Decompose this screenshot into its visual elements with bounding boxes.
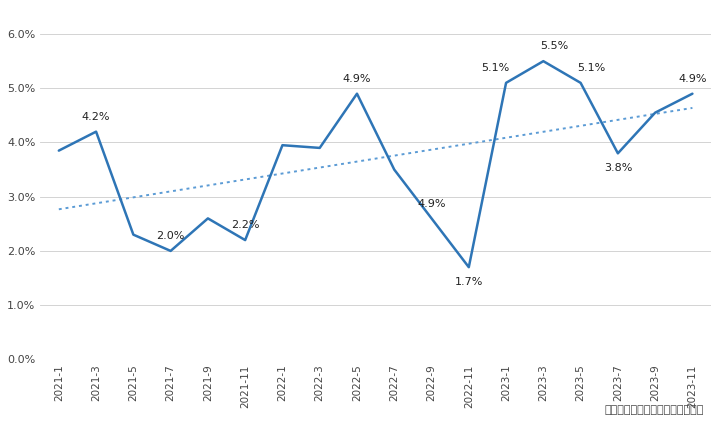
Text: 1.7%: 1.7% [454, 277, 483, 287]
Text: 数据来源：中国工程机械工业协会: 数据来源：中国工程机械工业协会 [605, 404, 704, 415]
Text: 4.9%: 4.9% [417, 199, 446, 209]
Text: 4.9%: 4.9% [342, 74, 371, 84]
Text: 4.2%: 4.2% [82, 112, 111, 122]
Text: 4.9%: 4.9% [679, 74, 707, 84]
Text: 2.2%: 2.2% [231, 220, 259, 230]
Text: 2.0%: 2.0% [157, 231, 185, 241]
Text: 5.1%: 5.1% [578, 63, 606, 73]
Text: 5.5%: 5.5% [541, 41, 569, 52]
Text: 3.8%: 3.8% [604, 163, 632, 173]
Text: 5.1%: 5.1% [481, 63, 509, 73]
